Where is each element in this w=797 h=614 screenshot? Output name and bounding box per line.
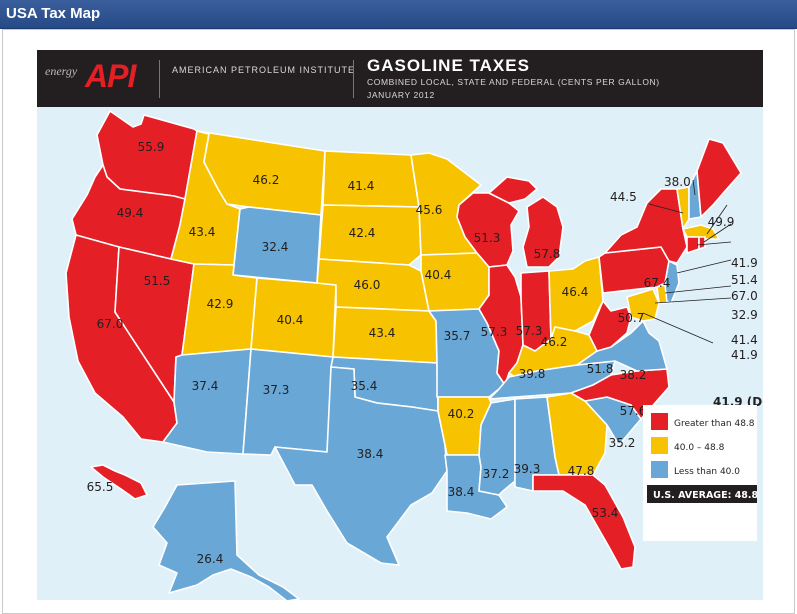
label-virginia: 38.2 — [620, 368, 647, 382]
label-kansas: 43.4 — [369, 326, 396, 340]
state-alaska[interactable] — [152, 480, 300, 600]
label-new-jersey: 32.9 — [731, 308, 758, 322]
label-vermont: 44.5 — [610, 190, 637, 204]
label-new-york: 67.4 — [644, 276, 671, 290]
window-title: USA Tax Map — [6, 5, 101, 22]
state-maine[interactable] — [696, 138, 742, 218]
state-rhode-island[interactable] — [698, 236, 706, 250]
label-california: 67.0 — [97, 317, 124, 331]
label-connecticut: 67.0 — [731, 289, 758, 303]
state-delaware[interactable] — [656, 284, 668, 304]
label-maine: 49.9 — [708, 215, 735, 229]
api-logo: API — [85, 58, 136, 94]
label-massachusetts: 41.9 — [731, 256, 758, 270]
label-texas: 38.4 — [357, 447, 384, 461]
legend-label-mid: 40.0 – 48.8 — [674, 443, 725, 453]
label-kentucky: 46.2 — [541, 335, 568, 349]
header-divider — [159, 60, 160, 98]
legend-label-high: Greater than 48.8 — [674, 419, 755, 429]
legend-label-low: Less than 40.0 — [674, 467, 740, 477]
organization-name: AMERICAN PETROLEUM INSTITUTE — [172, 65, 356, 75]
label-wyoming: 32.4 — [262, 240, 289, 254]
leader-line-ri — [703, 223, 732, 243]
poster-title: GASOLINE TAXES — [367, 56, 530, 75]
leader-line-de — [664, 285, 732, 294]
us-average-label: U.S. AVERAGE: 48.8 — [653, 490, 759, 501]
header-divider — [353, 60, 354, 98]
state-hawaii[interactable] — [90, 464, 148, 500]
label-iowa: 40.4 — [425, 268, 452, 282]
leader-line-ct — [696, 241, 732, 246]
tax-map-poster: energy API AMERICAN PETROLEUM INSTITUTE … — [37, 50, 763, 600]
label-new-hampshire: 38.0 — [664, 175, 691, 189]
label-minnesota: 45.6 — [416, 203, 443, 217]
label-indiana: 57.3 — [516, 324, 543, 338]
state-arizona[interactable] — [162, 348, 252, 455]
poster-date: JANUARY 2012 — [367, 90, 435, 100]
label-oregon: 49.4 — [117, 206, 144, 220]
window-titlebar: USA Tax Map — [0, 0, 797, 29]
label-florida: 53.4 — [592, 506, 619, 520]
label-nevada: 51.5 — [144, 274, 171, 288]
label-idaho: 43.4 — [189, 225, 216, 239]
state-michigan[interactable] — [522, 196, 564, 268]
leader-line-nj — [676, 259, 732, 274]
label-washington: 55.9 — [138, 140, 165, 154]
label-mississippi: 37.2 — [483, 467, 510, 481]
label-pennsylvania: 50.7 — [618, 311, 645, 325]
label-south-carolina: 35.2 — [609, 436, 636, 450]
label-michigan: 57.8 — [534, 247, 561, 261]
legend-swatch-high — [651, 413, 668, 430]
leader-line-vt — [648, 203, 684, 214]
label-south-dakota: 42.4 — [349, 226, 376, 240]
state-south-dakota[interactable] — [318, 204, 422, 266]
legend-swatch-low — [651, 461, 668, 478]
leader-line-dc — [642, 312, 714, 344]
state-texas[interactable] — [274, 366, 448, 566]
label-arkansas: 40.2 — [448, 407, 475, 421]
label-illinois: 57.3 — [481, 325, 508, 339]
leader-line-md — [654, 297, 732, 304]
leader-line-nh — [692, 179, 696, 196]
label-georgia: 47.8 — [568, 464, 595, 478]
label-rhode-island: 51.4 — [731, 273, 758, 287]
label-north-dakota: 41.4 — [348, 179, 375, 193]
label-arizona: 37.4 — [192, 379, 219, 393]
energy-tagline: energy — [45, 64, 78, 78]
label-colorado: 40.4 — [277, 313, 304, 327]
legend-swatch-mid — [651, 437, 668, 454]
label-utah: 42.9 — [207, 297, 234, 311]
label-tennessee: 39.8 — [519, 367, 546, 381]
label-new-mexico: 37.3 — [263, 383, 290, 397]
label-maryland: 41.9 — [731, 348, 758, 362]
legend: Greater than 48.8 40.0 – 48.8 Less than … — [643, 405, 759, 541]
poster-subtitle: COMBINED LOCAL, STATE AND FEDERAL (CENTS… — [367, 77, 660, 87]
label-louisiana: 38.4 — [448, 485, 475, 499]
label-north-carolina: 57.6 — [620, 404, 647, 418]
label-hawaii: 65.5 — [87, 480, 114, 494]
label-nebraska: 46.0 — [354, 278, 381, 292]
label-wisconsin: 51.3 — [474, 231, 501, 245]
state-maryland[interactable] — [626, 288, 660, 322]
poster-header: energy API AMERICAN PETROLEUM INSTITUTE … — [37, 50, 763, 107]
usa-map: 55.9 49.4 67.0 51.5 43.4 46.2 32.4 42.9 … — [65, 110, 763, 600]
label-missouri: 35.7 — [444, 329, 471, 343]
label-oklahoma: 35.4 — [351, 379, 378, 393]
label-alaska: 26.4 — [197, 552, 224, 566]
leader-line-ma — [706, 204, 728, 235]
label-west-virginia: 51.8 — [587, 362, 614, 376]
label-ohio: 46.4 — [562, 285, 589, 299]
state-iowa[interactable] — [420, 252, 490, 312]
label-delaware: 41.4 — [731, 333, 758, 347]
label-montana: 46.2 — [253, 173, 280, 187]
label-alabama: 39.3 — [514, 462, 541, 476]
state-michigan-upper[interactable] — [488, 176, 538, 204]
state-new-mexico[interactable] — [242, 348, 334, 456]
state-florida[interactable] — [532, 474, 636, 570]
us-average-banner — [647, 485, 757, 503]
